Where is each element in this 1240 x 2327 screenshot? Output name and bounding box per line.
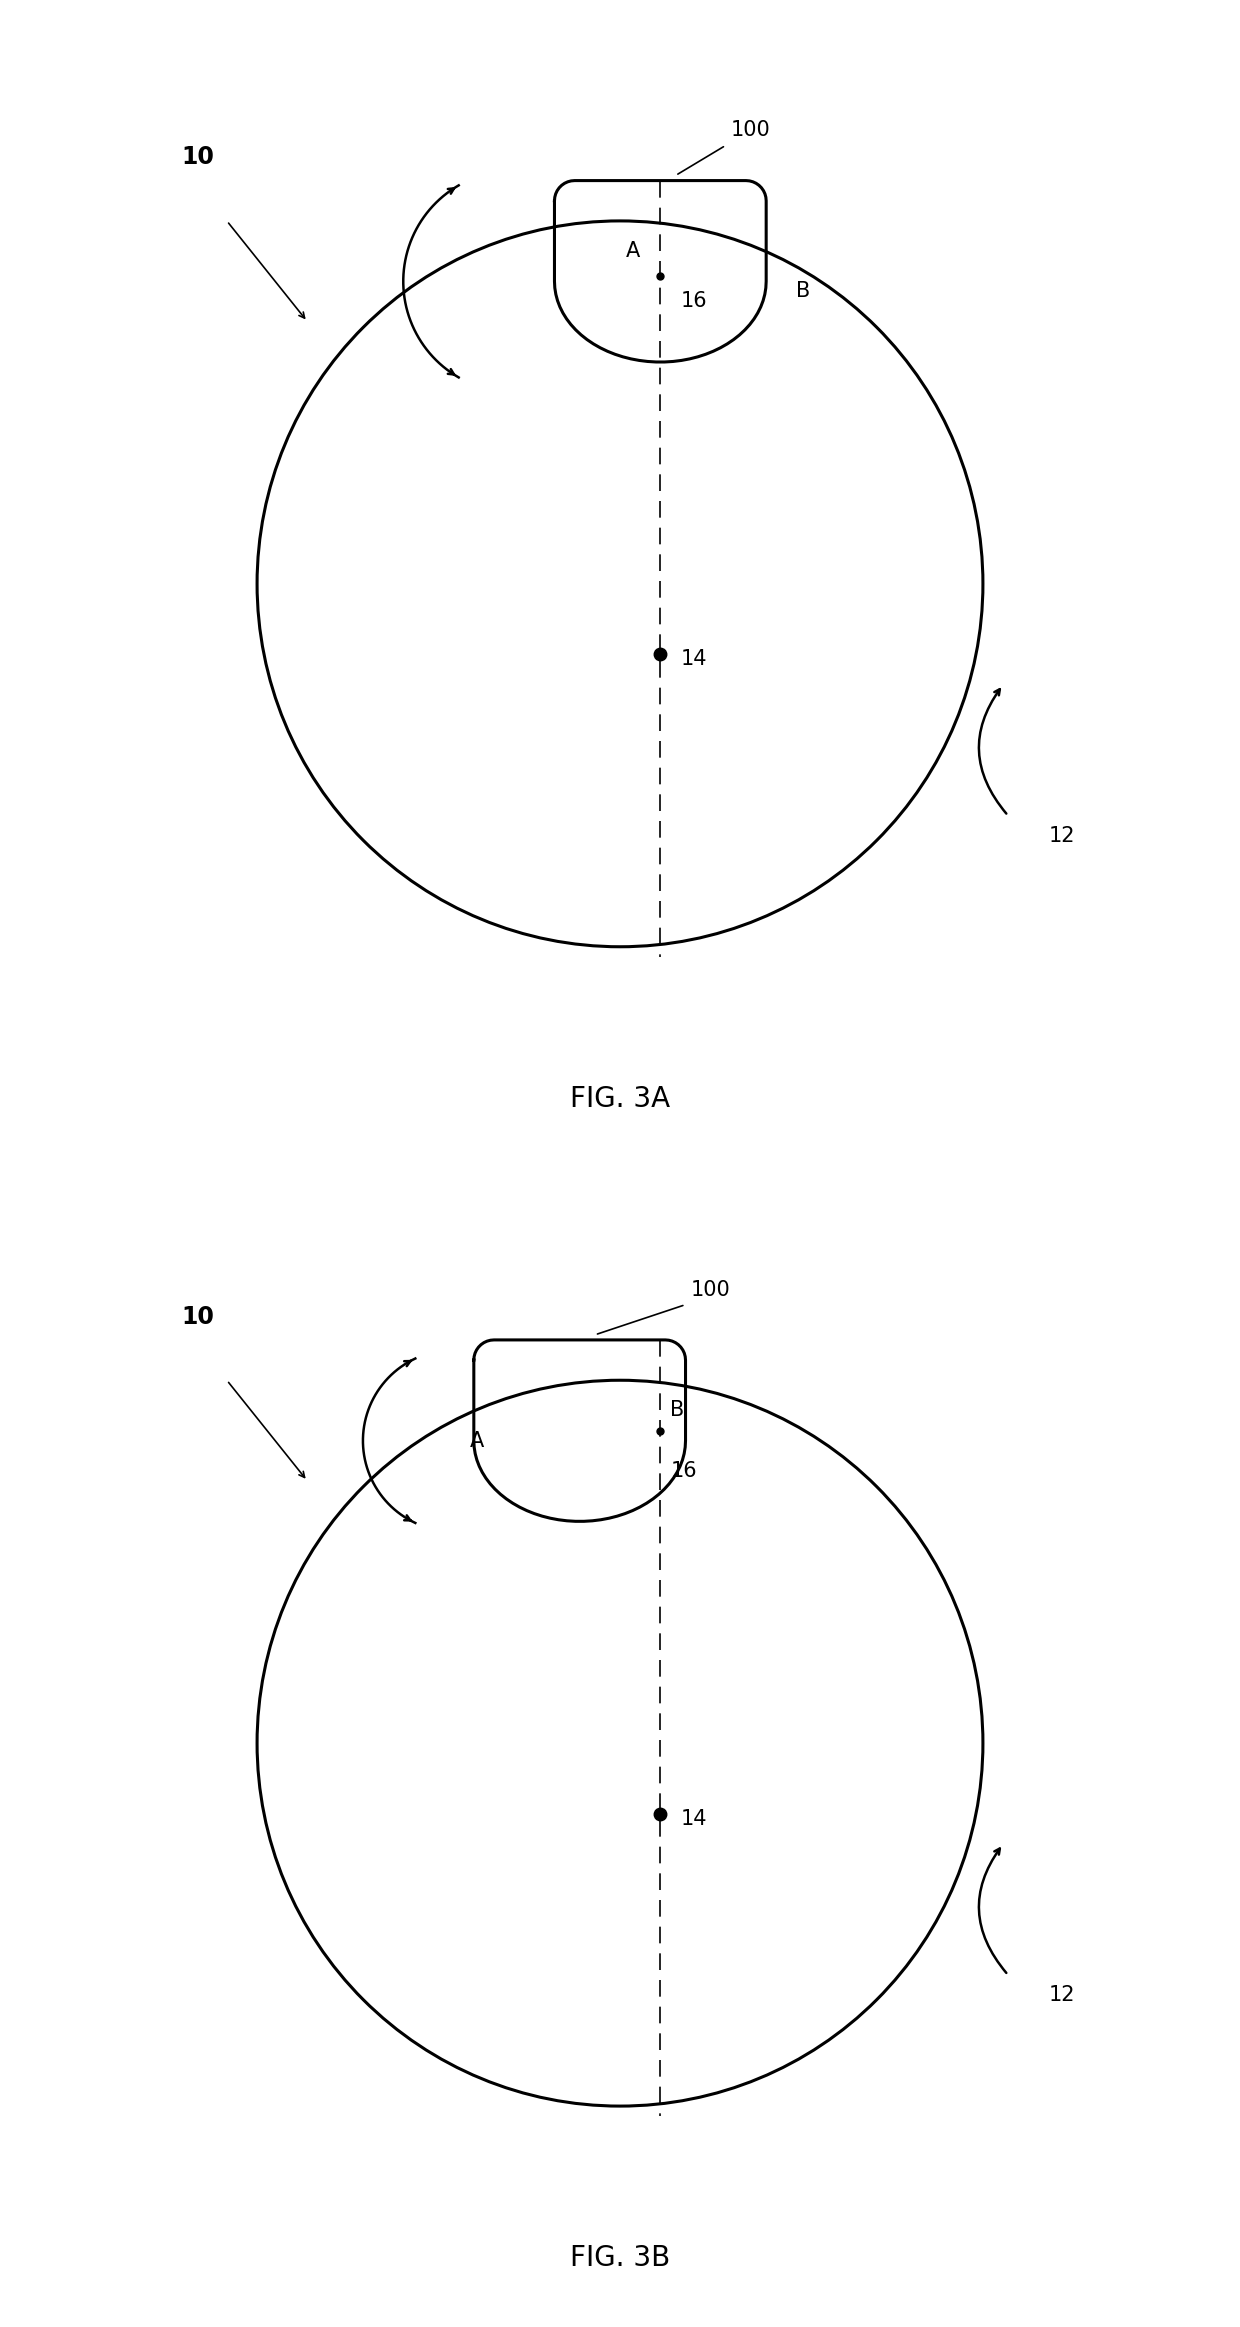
Text: FIG. 3A: FIG. 3A <box>570 1084 670 1112</box>
Text: B: B <box>796 282 811 303</box>
Text: 10: 10 <box>181 144 215 170</box>
Text: 16: 16 <box>681 291 707 312</box>
Text: FIG. 3B: FIG. 3B <box>570 2246 670 2273</box>
Text: 16: 16 <box>671 1461 697 1480</box>
Text: 12: 12 <box>1049 1985 1075 2006</box>
Text: 100: 100 <box>691 1280 730 1298</box>
Text: 14: 14 <box>681 1808 707 1829</box>
Text: 12: 12 <box>1049 826 1075 845</box>
Text: 100: 100 <box>730 121 770 140</box>
Text: 10: 10 <box>181 1305 215 1329</box>
Text: 14: 14 <box>681 649 707 670</box>
Text: A: A <box>626 242 640 261</box>
Text: B: B <box>671 1401 684 1419</box>
Text: A: A <box>470 1431 484 1450</box>
